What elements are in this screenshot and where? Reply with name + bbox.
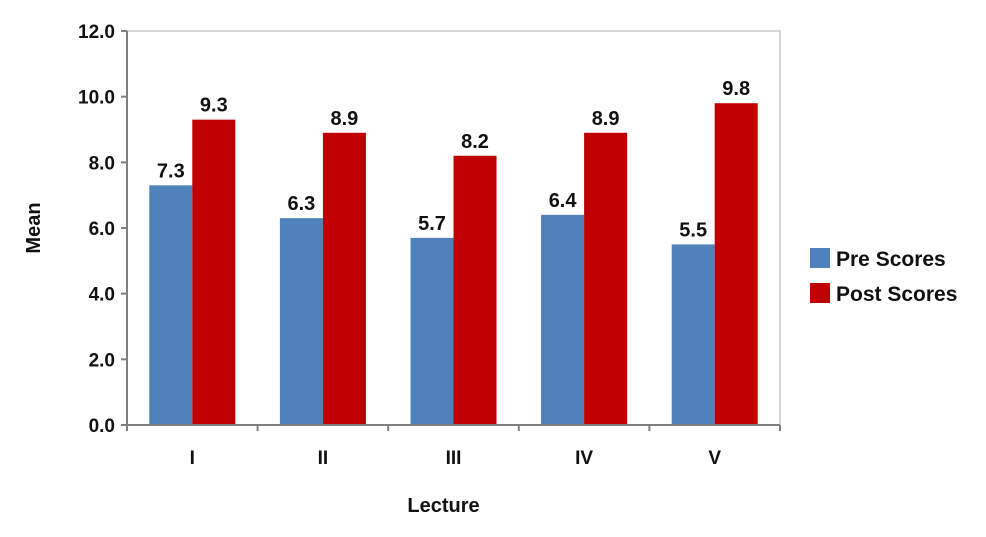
- y-tick-label: 6.0: [89, 219, 115, 240]
- data-label: 6.4: [549, 190, 578, 212]
- bar-pre-IV: [541, 214, 585, 425]
- data-label: 8.9: [330, 108, 358, 130]
- x-axis-title: Lecture: [407, 495, 479, 517]
- data-label: 5.5: [679, 219, 707, 241]
- y-tick-label: 4.0: [89, 285, 115, 306]
- data-label: 9.8: [722, 78, 750, 100]
- legend-label: Pre Scores: [836, 248, 946, 271]
- x-tick-label: I: [190, 448, 195, 469]
- bar-post-II: [322, 132, 366, 426]
- y-tick-label: 2.0: [89, 350, 115, 371]
- legend-swatch: [810, 283, 830, 303]
- bar-post-I: [192, 119, 236, 426]
- x-axis-ticks: I II III IV V: [126, 425, 781, 469]
- y-tick-label: 0.0: [89, 416, 115, 437]
- data-label: 9.3: [200, 95, 228, 117]
- bar-post-V: [714, 103, 758, 425]
- bar-pre-V: [671, 244, 715, 425]
- data-label: 5.7: [418, 213, 446, 235]
- bar-pre-III: [410, 237, 454, 425]
- bars-group: [149, 103, 758, 426]
- data-label: 8.9: [592, 108, 620, 130]
- y-axis-title: Mean: [23, 202, 45, 253]
- y-axis-ticks: 0.0 2.0 4.0 6.0 8.0 10.0 12.0: [78, 22, 127, 437]
- legend: Pre Scores Post Scores: [810, 248, 957, 306]
- bar-post-III: [453, 155, 497, 425]
- x-tick-label: III: [446, 448, 462, 469]
- bar-pre-II: [279, 218, 323, 425]
- legend-label: Post Scores: [836, 283, 957, 306]
- x-tick-label: V: [708, 448, 721, 469]
- data-label: 6.3: [287, 193, 315, 215]
- bar-pre-I: [149, 185, 193, 425]
- data-label: 8.2: [461, 131, 489, 153]
- data-label: 7.3: [157, 160, 185, 182]
- bar-post-IV: [584, 132, 628, 426]
- x-tick-label: IV: [575, 448, 593, 469]
- y-tick-label: 10.0: [78, 88, 115, 109]
- legend-swatch: [810, 248, 830, 268]
- data-labels-group: 7.3 9.3 6.3 8.9 5.7 8.2 6.4 8.9 5.5 9.8: [157, 78, 750, 241]
- y-tick-label: 12.0: [78, 22, 115, 43]
- x-tick-label: II: [318, 448, 329, 469]
- y-tick-label: 8.0: [89, 153, 115, 174]
